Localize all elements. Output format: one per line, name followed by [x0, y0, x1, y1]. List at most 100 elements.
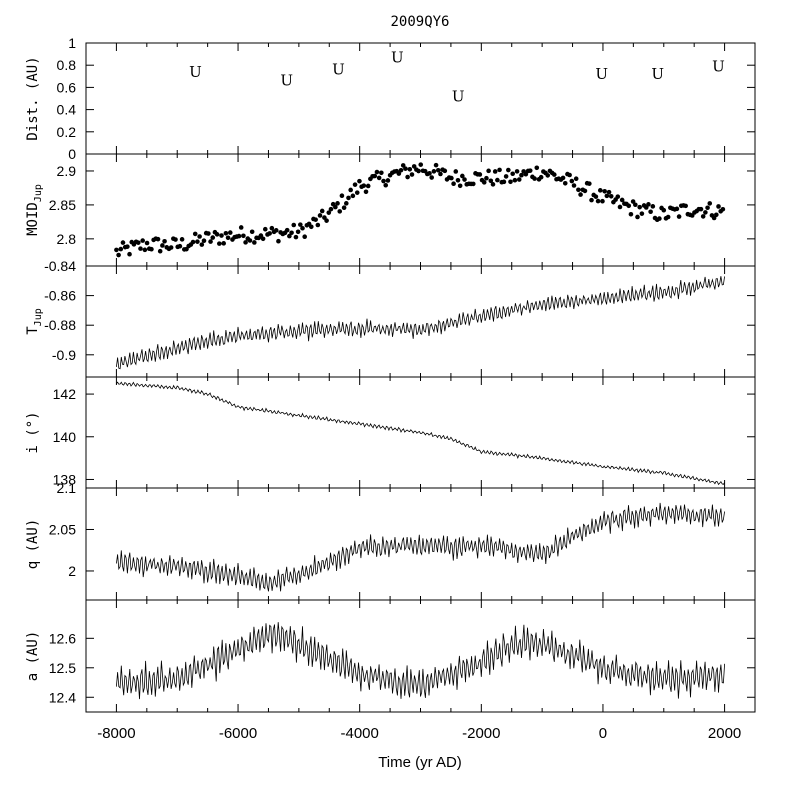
- scatter-point: [648, 209, 653, 215]
- scatter-point: [481, 180, 487, 185]
- scatter-point: [328, 206, 334, 212]
- series-line: [116, 276, 725, 370]
- scatter-point: [326, 210, 332, 215]
- scatter-point: [453, 169, 459, 174]
- scatter-point: [308, 224, 314, 230]
- scatter-point: [227, 230, 233, 235]
- scatter-point: [120, 240, 126, 245]
- scatter-point: [703, 210, 708, 215]
- y-tick-label: 138: [53, 471, 77, 487]
- scatter-point: [344, 201, 349, 206]
- scatter-point: [179, 237, 185, 242]
- scatter-point: [258, 233, 264, 238]
- scatter-point: [403, 166, 408, 171]
- scatter-point: [534, 165, 540, 171]
- scatter-point: [506, 167, 511, 173]
- y-tick-label: 12.5: [49, 660, 76, 676]
- y-axis-label: a (AU): [25, 631, 41, 682]
- series-line: [116, 622, 725, 700]
- y-tick-label: 2.85: [49, 197, 76, 213]
- scatter-point: [683, 203, 688, 209]
- scatter-point: [523, 171, 529, 177]
- scatter-point: [576, 187, 581, 193]
- scatter-point: [602, 188, 607, 194]
- y-tick-label: 140: [53, 429, 77, 445]
- scatter-point: [155, 236, 161, 242]
- scatter-point: [252, 240, 257, 245]
- scatter-point: [400, 163, 406, 168]
- scatter-point: [462, 177, 467, 182]
- scatter-point: [407, 167, 413, 172]
- scatter-point: [492, 169, 498, 174]
- scatter-point: [512, 177, 518, 183]
- x-axis-label: Time (yr AD): [378, 754, 462, 771]
- y-axis-label: q (AU): [25, 519, 41, 570]
- scatter-point: [219, 233, 224, 238]
- scatter-point: [206, 231, 211, 236]
- scatter-point: [519, 172, 524, 178]
- encounter-marker: U: [391, 48, 404, 66]
- scatter-point: [197, 234, 202, 239]
- scatter-point: [142, 247, 148, 253]
- y-tick-label: 142: [53, 386, 77, 402]
- scatter-point: [210, 235, 216, 240]
- scatter-point: [125, 244, 130, 249]
- scatter-point: [221, 241, 226, 246]
- scatter-point: [567, 172, 572, 178]
- scatter-point: [190, 239, 196, 245]
- y-tick-label: 0.8: [57, 57, 77, 73]
- scatter-point: [510, 171, 516, 177]
- scatter-point: [376, 175, 382, 181]
- scatter-point: [298, 222, 303, 227]
- scatter-point: [144, 240, 150, 246]
- scatter-point: [501, 179, 507, 185]
- scatter-point: [168, 245, 174, 250]
- scatter-point: [633, 202, 638, 208]
- scatter-point: [357, 178, 362, 184]
- scatter-point: [192, 231, 198, 237]
- scatter-point: [608, 193, 614, 199]
- y-axis-label: Dist. (AU): [25, 56, 41, 140]
- scatter-point: [503, 174, 509, 179]
- scatter-point: [247, 238, 253, 243]
- encounter-marker: U: [280, 72, 293, 90]
- scatter-point: [457, 183, 463, 189]
- scatter-point: [562, 181, 568, 186]
- scatter-point: [315, 222, 321, 228]
- scatter-point: [657, 216, 662, 221]
- scatter-point: [276, 238, 281, 244]
- scatter-point: [661, 207, 667, 213]
- scatter-point: [552, 172, 557, 177]
- scatter-point: [405, 174, 410, 180]
- scatter-point: [341, 205, 347, 210]
- scatter-point: [449, 175, 454, 181]
- scatter-point: [438, 171, 443, 177]
- scatter-point: [451, 181, 456, 186]
- y-tick-label: 12.6: [49, 630, 76, 646]
- scatter-point: [635, 214, 640, 220]
- y-axis-label: TJup: [25, 308, 44, 335]
- scatter-point: [238, 225, 244, 230]
- scatter-point: [508, 179, 513, 185]
- scatter-point: [604, 193, 610, 199]
- scatter-point: [597, 188, 603, 193]
- scatter-point: [637, 204, 642, 210]
- scatter-point: [676, 214, 682, 219]
- scatter-point: [352, 182, 358, 187]
- scatter-point: [363, 189, 369, 195]
- scatter-point: [291, 222, 297, 228]
- x-tick-label: -6000: [219, 725, 257, 742]
- scatter-point: [626, 203, 632, 209]
- chart-title: 2009QY6: [390, 14, 449, 30]
- scatter-point: [674, 206, 680, 212]
- scatter-point: [484, 175, 489, 181]
- scatter-point: [262, 226, 268, 232]
- scatter-point: [470, 181, 476, 187]
- scatter-point: [460, 173, 465, 179]
- y-tick-label: 0.2: [57, 124, 77, 140]
- y-tick-label: 12.4: [49, 689, 76, 705]
- scatter-point: [698, 206, 704, 212]
- scatter-point: [241, 233, 246, 239]
- panel-moid: 2.8 2.85 2.9 MOIDJup: [25, 153, 756, 267]
